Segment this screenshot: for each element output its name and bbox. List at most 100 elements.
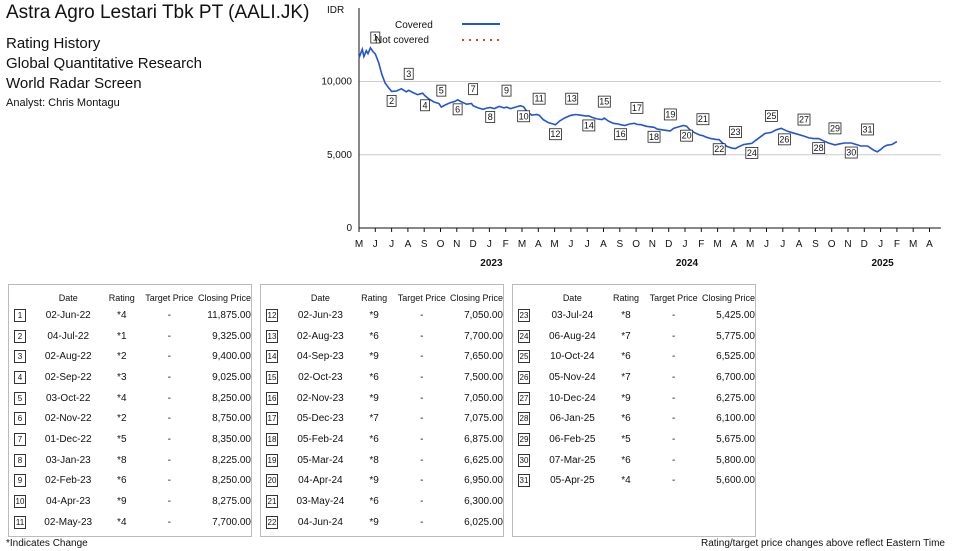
rating-marker-label: 17 (632, 103, 642, 113)
row-date: 04-Jul-22 (47, 330, 90, 342)
y-axis-label: IDR (327, 5, 344, 16)
row-number: 22 (266, 512, 286, 533)
subtitle-rating-history: Rating History (6, 35, 101, 52)
rating-marker-box (420, 99, 430, 112)
row-closing-price: 7,075.00 (464, 413, 503, 425)
row-target-price: - (672, 413, 676, 425)
row-closing-price: 6,700.00 (716, 371, 755, 383)
x-tick-label: F (894, 239, 900, 250)
row-date: 05-Apr-25 (550, 475, 595, 487)
rating-marker-box (532, 92, 546, 105)
rating-marker-label: 24 (747, 148, 757, 158)
row-number: 20 (266, 471, 286, 492)
row-closing-price: 7,500.00 (464, 371, 503, 383)
rating-marker-box (582, 119, 596, 132)
table-row: 31 05-Apr-25 *4 - 5,600.00 (518, 471, 755, 492)
rating-marker-box (778, 133, 791, 146)
rating-table-panel-3: Date Rating Target Price Closing Price 23 03-… (512, 284, 756, 537)
x-tick-label: S (812, 239, 819, 250)
row-date: 03-Jul-24 (551, 309, 594, 321)
row-rating: *9 (369, 309, 379, 321)
rating-table: Date Rating Target Price Closing Price 23 03-… (518, 291, 755, 491)
row-number-box: 17 (266, 412, 278, 426)
rating-marker-label: 3 (406, 69, 411, 79)
table-row: 25 10-Oct-24 *6 - 6,525.00 (518, 346, 755, 367)
row-date: 02-Feb-23 (45, 475, 92, 487)
row-target-price: - (167, 413, 171, 425)
row-date: 01-Dec-22 (44, 433, 92, 445)
row-closing-price: 8,750.00 (212, 413, 251, 425)
y-axis: 0 5,000 10,000 IDR (321, 5, 360, 234)
row-rating: *2 (117, 351, 127, 363)
rating-marker-label: 30 (846, 148, 856, 158)
chart-legend: Covered Not covered (375, 20, 500, 46)
row-number-box: 8 (14, 453, 26, 467)
row-number: 30 (518, 450, 538, 471)
table-row: 3 02-Aug-22 *2 - 9,400.00 (14, 346, 251, 367)
row-rating: *7 (621, 371, 631, 383)
row-date: 02-Oct-23 (298, 371, 343, 383)
row-number-box: 23 (518, 308, 530, 322)
row-number: 17 (266, 408, 286, 429)
x-tick-label: M (713, 239, 721, 250)
rating-table-panel-2: Date Rating Target Price Closing Price 12 02-… (260, 284, 504, 537)
row-number-box: 31 (518, 474, 530, 488)
row-target-price: - (167, 433, 171, 445)
row-rating: *3 (117, 371, 127, 383)
row-number: 28 (518, 408, 538, 429)
column-header-closing: Closing Price (701, 293, 755, 303)
row-target-price: - (420, 496, 424, 508)
rating-table: Date Rating Target Price Closing Price 12 02-… (266, 291, 503, 533)
row-number-box: 12 (266, 308, 278, 322)
table-row: 15 02-Oct-23 *6 - 7,500.00 (266, 367, 503, 388)
x-tick-label: A (600, 239, 607, 250)
rating-marker-label: 15 (599, 97, 609, 107)
rating-marker-box (485, 111, 496, 123)
row-date: 05-Nov-24 (548, 371, 596, 383)
row-rating: *8 (117, 454, 127, 466)
row-date: 02-Aug-23 (297, 330, 344, 342)
row-rating: *2 (117, 413, 127, 425)
table-row: 20 04-Apr-24 *9 - 6,950.00 (266, 471, 503, 492)
row-number-box: 30 (518, 453, 530, 467)
row-rating: *4 (117, 392, 127, 404)
rating-marker-box (436, 84, 447, 97)
row-date: 03-Oct-22 (45, 392, 91, 404)
x-tick-label: A (405, 239, 412, 250)
row-target-price: - (672, 351, 676, 363)
row-date: 02-Nov-23 (297, 392, 344, 404)
row-rating: *9 (369, 351, 379, 363)
rating-marker-label: 26 (779, 134, 789, 144)
column-header-rating: Rating (361, 293, 388, 303)
table-header-row: Date Rating Target Price Closing Price (518, 291, 755, 305)
row-number: 23 (518, 305, 538, 326)
row-number: 13 (266, 326, 286, 347)
x-tick-label: J (389, 239, 394, 250)
legend-covered-label: Covered (395, 20, 433, 31)
table-row: 9 02-Feb-23 *6 - 8,250.00 (14, 471, 251, 492)
subtitle-research: Global Quantitative Research (6, 55, 202, 72)
x-tick-label: O (437, 239, 445, 250)
rating-marker-label: 6 (455, 104, 460, 114)
row-number: 26 (518, 367, 538, 388)
x-tick-label: D (861, 239, 868, 250)
table-row: 24 06-Aug-24 *7 - 5,775.00 (518, 326, 755, 347)
x-tick-label: J (585, 239, 590, 250)
row-number: 29 (518, 429, 538, 450)
row-closing-price: 9,325.00 (212, 330, 251, 342)
row-rating: *8 (369, 454, 379, 466)
column-header-num (266, 291, 286, 305)
row-target-price: - (672, 433, 676, 445)
table-row: 18 05-Feb-24 *6 - 6,875.00 (266, 429, 503, 450)
table-row: 11 02-May-23 *4 - 7,700.00 (14, 512, 251, 533)
rating-marker-label: 23 (731, 127, 741, 137)
chart-grid (359, 81, 941, 156)
row-closing-price: 6,100.00 (716, 413, 755, 425)
row-closing-price: 9,400.00 (212, 351, 251, 363)
row-date: 02-May-23 (44, 516, 93, 528)
row-date: 04-Sep-23 (297, 351, 344, 363)
rating-marker-box (828, 122, 842, 135)
rating-marker-label: 5 (439, 86, 444, 96)
row-target-price: - (167, 371, 171, 383)
column-header-date: Date (58, 293, 78, 303)
